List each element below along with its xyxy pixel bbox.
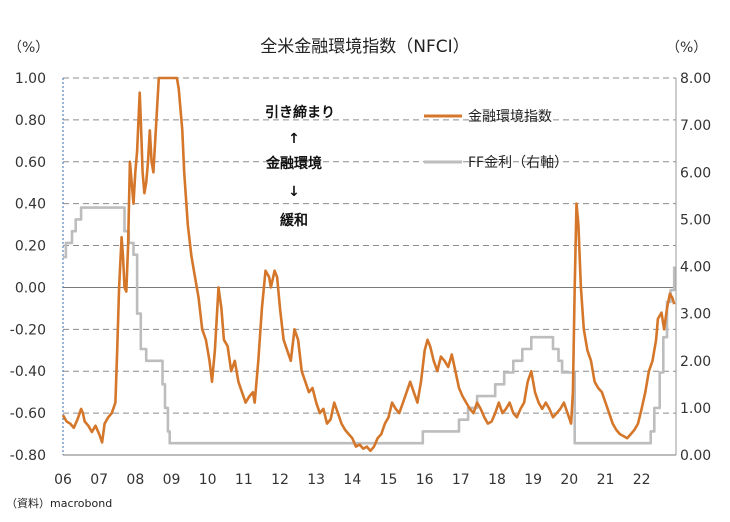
left-tick-label: -0.60 [10, 406, 46, 422]
right-tick-label: 5.00 [680, 212, 711, 228]
right-tick-label: 3.00 [680, 307, 711, 323]
chart-title: 全米金融環境指数（NFCI） [260, 37, 469, 57]
left-tick-label: 0.00 [15, 280, 46, 296]
left-tick-label: 0.80 [15, 113, 46, 129]
left-tick-label: 0.40 [15, 197, 46, 213]
right-tick-label: 8.00 [680, 71, 711, 87]
annotation-financial-conditions: 金融環境 [265, 155, 322, 172]
x-tick-label: 07 [90, 472, 108, 488]
left-axis-unit: （%） [8, 40, 49, 56]
right-tick-label: 6.00 [680, 165, 711, 181]
arrow-up-icon: ↑ [288, 131, 300, 147]
left-tick-label: -0.80 [10, 448, 46, 464]
x-tick-label: 12 [271, 472, 289, 488]
annotation-block: 引き締まり ↑ 金融環境 ↓ 緩和 [265, 104, 335, 229]
right-axis-unit: （%） [666, 40, 707, 56]
left-tick-label: 1.00 [15, 71, 46, 87]
x-tick-label: 17 [452, 472, 470, 488]
x-tick-label: 22 [633, 472, 651, 488]
x-tick-label: 16 [416, 472, 434, 488]
right-axis-tick-labels: 0.00 1.00 2.00 3.00 4.00 5.00 6.00 7.00 8.00 [680, 71, 711, 464]
x-tick-label: 09 [163, 472, 181, 488]
x-tick-label: 06 [54, 472, 72, 488]
x-tick-label: 15 [380, 472, 398, 488]
x-tick-label: 21 [597, 472, 615, 488]
x-tick-label: 19 [524, 472, 542, 488]
legend-label-ff-rate: FF金利（右軸） [468, 155, 568, 171]
right-tick-label: 4.00 [680, 260, 711, 276]
arrow-down-icon: ↓ [288, 184, 300, 200]
annotation-tightening: 引き締まり [265, 104, 335, 121]
left-tick-label: 0.60 [15, 155, 46, 171]
annotation-easing: 緩和 [280, 212, 308, 229]
legend: 金融環境指数 FF金利（右軸） [424, 109, 568, 171]
x-tick-label: 08 [126, 472, 144, 488]
left-tick-label: 0.20 [15, 239, 46, 255]
left-tick-label: -0.20 [10, 322, 46, 338]
axes [62, 78, 677, 456]
x-tick-label: 20 [560, 472, 578, 488]
left-tick-label: -0.40 [10, 364, 46, 380]
x-axis-tick-labels: 06 07 08 09 10 11 12 13 14 15 16 17 18 19 20 21 22 [54, 472, 650, 488]
series-line-nfci [61, 76, 676, 453]
series-lines [61, 76, 676, 453]
right-tick-label: 1.00 [680, 401, 711, 417]
x-tick-label: 14 [343, 472, 361, 488]
x-tick-label: 10 [199, 472, 217, 488]
legend-label-nfci: 金融環境指数 [468, 109, 552, 125]
right-tick-label: 0.00 [680, 448, 711, 464]
right-tick-label: 7.00 [680, 118, 711, 134]
source-note: （資料）macrobond [6, 496, 112, 510]
x-tick-label: 13 [307, 472, 325, 488]
left-axis-tick-labels: -0.80 -0.60 -0.40 -0.20 0.00 0.20 0.40 0.60 0.80… [10, 71, 46, 464]
x-tick-label: 11 [235, 472, 253, 488]
right-tick-label: 2.00 [680, 354, 711, 370]
x-tick-label: 18 [488, 472, 506, 488]
